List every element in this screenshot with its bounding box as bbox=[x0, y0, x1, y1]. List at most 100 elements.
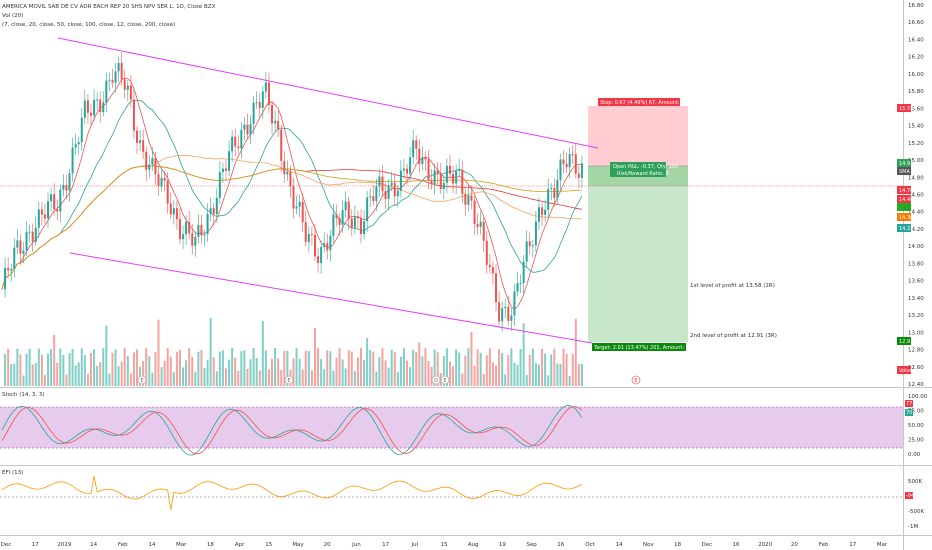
volume-bar bbox=[387, 367, 390, 386]
candle-body bbox=[96, 99, 99, 101]
volume-bar bbox=[464, 355, 467, 386]
volume-bar bbox=[123, 348, 126, 386]
volume-bar bbox=[182, 367, 185, 386]
volume-bar bbox=[313, 328, 316, 386]
candle-body bbox=[433, 170, 436, 185]
candle-body bbox=[172, 208, 175, 215]
open-pl-label[interactable]: Open P&L: -0.37, Qty: 100 Risk/Reward Ra… bbox=[610, 162, 678, 177]
svg-text:E: E bbox=[443, 378, 446, 384]
svg-text:-94: -94 bbox=[906, 493, 914, 499]
candle-body bbox=[105, 80, 108, 103]
candle-body bbox=[255, 102, 258, 104]
candle-body bbox=[264, 82, 267, 92]
stop-zone[interactable] bbox=[588, 106, 688, 166]
candle-body bbox=[396, 190, 399, 197]
volume-bar bbox=[246, 368, 249, 386]
candle-body bbox=[83, 100, 86, 118]
time-tick-label: 14 bbox=[149, 542, 156, 548]
candle-body bbox=[53, 194, 56, 210]
time-axis[interactable]: Dec 17 2019 14 Feb 14 Mar 18 Apr 15 May 20 Jun 17 Jul 1… bbox=[1, 542, 888, 548]
price-axis[interactable]: 16.80 16.60 16.40 16.20 16.00 15.80 15.60 15.40… bbox=[908, 3, 924, 388]
volume-bar bbox=[577, 363, 580, 386]
volume-bar bbox=[531, 348, 534, 386]
time-tick-label: Feb bbox=[819, 542, 829, 548]
candle-body bbox=[252, 102, 255, 124]
volume-bar bbox=[556, 363, 559, 386]
candle-body bbox=[237, 146, 240, 149]
volume-bar bbox=[323, 369, 326, 386]
candle-body bbox=[206, 213, 209, 235]
volume-bar bbox=[142, 361, 145, 386]
candle-body bbox=[350, 218, 353, 228]
candle-body bbox=[129, 85, 132, 100]
candle-body bbox=[7, 267, 10, 271]
candle-body bbox=[461, 169, 464, 194]
channel-upper-line[interactable] bbox=[57, 37, 599, 149]
candle-body bbox=[50, 194, 53, 202]
volume-bar bbox=[261, 321, 264, 386]
price-tick-label: 13.00 bbox=[908, 330, 924, 336]
svg-text:Volume: Volume bbox=[899, 368, 918, 374]
volume-bar bbox=[402, 348, 405, 386]
time-tick-label: Dec bbox=[1, 542, 12, 548]
volume-bar bbox=[132, 352, 135, 386]
candle-body bbox=[393, 182, 396, 197]
svg-text:14.23: 14.23 bbox=[899, 226, 913, 232]
candle-body bbox=[231, 136, 234, 152]
candle-body bbox=[246, 124, 249, 135]
price-tick-label: 13.40 bbox=[908, 296, 924, 302]
volume-bar bbox=[157, 319, 160, 386]
candle-body bbox=[323, 243, 326, 248]
candle-body bbox=[289, 171, 292, 187]
target-zone[interactable] bbox=[588, 186, 688, 342]
volume-bar bbox=[372, 351, 375, 386]
time-tick-label: 15 bbox=[265, 542, 272, 548]
moving-averages bbox=[1, 77, 583, 311]
candle-body bbox=[458, 169, 461, 171]
volume-bar bbox=[25, 353, 28, 386]
price-tick-label: 13.80 bbox=[908, 261, 924, 267]
volume-bar bbox=[436, 352, 439, 386]
volume-bar bbox=[504, 374, 507, 386]
candle-body bbox=[117, 62, 120, 72]
time-tick-label: 15 bbox=[441, 542, 448, 548]
volume-bar bbox=[559, 364, 562, 386]
time-tick-label: 2020 bbox=[758, 542, 772, 548]
candle-body bbox=[430, 180, 433, 185]
candle-body bbox=[360, 218, 363, 234]
volume-bar bbox=[99, 361, 102, 386]
volume-bar bbox=[528, 354, 531, 386]
stoch-tick-label: 75.00 bbox=[908, 409, 924, 415]
channel-lower-line[interactable] bbox=[69, 252, 593, 344]
stop-label[interactable]: Stop: 0.67 (4.49%) 67, Amount: 750.99 bbox=[598, 98, 699, 106]
volume-bar bbox=[356, 357, 359, 386]
volume-bar bbox=[412, 349, 415, 386]
price-tick-label: 13.60 bbox=[908, 279, 924, 285]
candle-body bbox=[341, 210, 344, 225]
candle-body bbox=[310, 234, 313, 236]
candle-body bbox=[258, 102, 261, 108]
volume-bar bbox=[363, 359, 366, 386]
volume-bar bbox=[108, 373, 111, 386]
volume-bar bbox=[326, 350, 329, 386]
earnings-markers[interactable]: E E D E E bbox=[137, 375, 641, 385]
candle-body bbox=[375, 186, 378, 202]
stoch-tick-label: 25.00 bbox=[908, 438, 924, 444]
price-tick-label: 12.80 bbox=[908, 348, 924, 354]
target-label[interactable]: Target: 2.01 (13.47%) 201, Amount: 1749.… bbox=[592, 343, 706, 351]
price-tag: 14.48 bbox=[897, 195, 913, 203]
candle-body bbox=[188, 221, 191, 234]
volume-bar bbox=[544, 353, 547, 386]
volume-bar bbox=[31, 364, 34, 386]
candle-body bbox=[142, 140, 145, 152]
candle-body bbox=[114, 71, 117, 83]
price-tick-label: 14.80 bbox=[908, 175, 924, 181]
volume-bar bbox=[240, 351, 243, 386]
volume-bar bbox=[347, 350, 350, 386]
volume-bar bbox=[501, 353, 504, 386]
volume-bar bbox=[37, 348, 40, 386]
volume-bar bbox=[178, 349, 181, 386]
volume-bar bbox=[399, 356, 402, 386]
volume-bar bbox=[194, 371, 197, 386]
